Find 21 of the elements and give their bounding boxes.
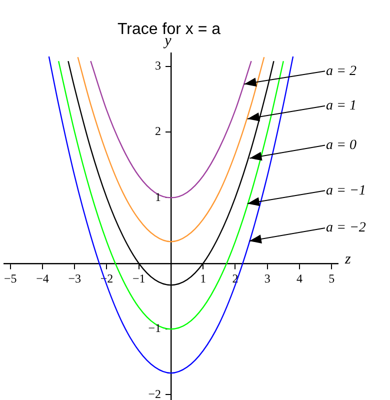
x-tick-label: −5 bbox=[4, 272, 17, 286]
line-series bbox=[48, 56, 294, 374]
annotation: a = −2 bbox=[326, 220, 366, 236]
y-tick-label: −2 bbox=[148, 386, 161, 400]
x-tick-label: −4 bbox=[36, 272, 49, 286]
x-axis-title: z bbox=[344, 251, 351, 268]
line-series bbox=[58, 60, 284, 330]
x-tick-label: −1 bbox=[132, 272, 146, 286]
x-tick-label: −3 bbox=[68, 272, 82, 286]
annotation: a = 1 bbox=[326, 98, 356, 114]
y-tick-label: 3 bbox=[154, 58, 161, 72]
x-tick-label: 3 bbox=[264, 272, 270, 286]
annotation: a = 2 bbox=[326, 64, 356, 79]
line-series bbox=[77, 56, 265, 242]
annotation: a = 0 bbox=[326, 138, 356, 153]
x-tick-label: 1 bbox=[200, 272, 206, 286]
y-tick-label: 2 bbox=[154, 124, 161, 138]
x-tick-label: 5 bbox=[328, 272, 335, 286]
annotation: a = −1 bbox=[326, 183, 366, 198]
y-tick-label: −1 bbox=[148, 321, 161, 336]
x-tick-label: 4 bbox=[296, 272, 302, 286]
